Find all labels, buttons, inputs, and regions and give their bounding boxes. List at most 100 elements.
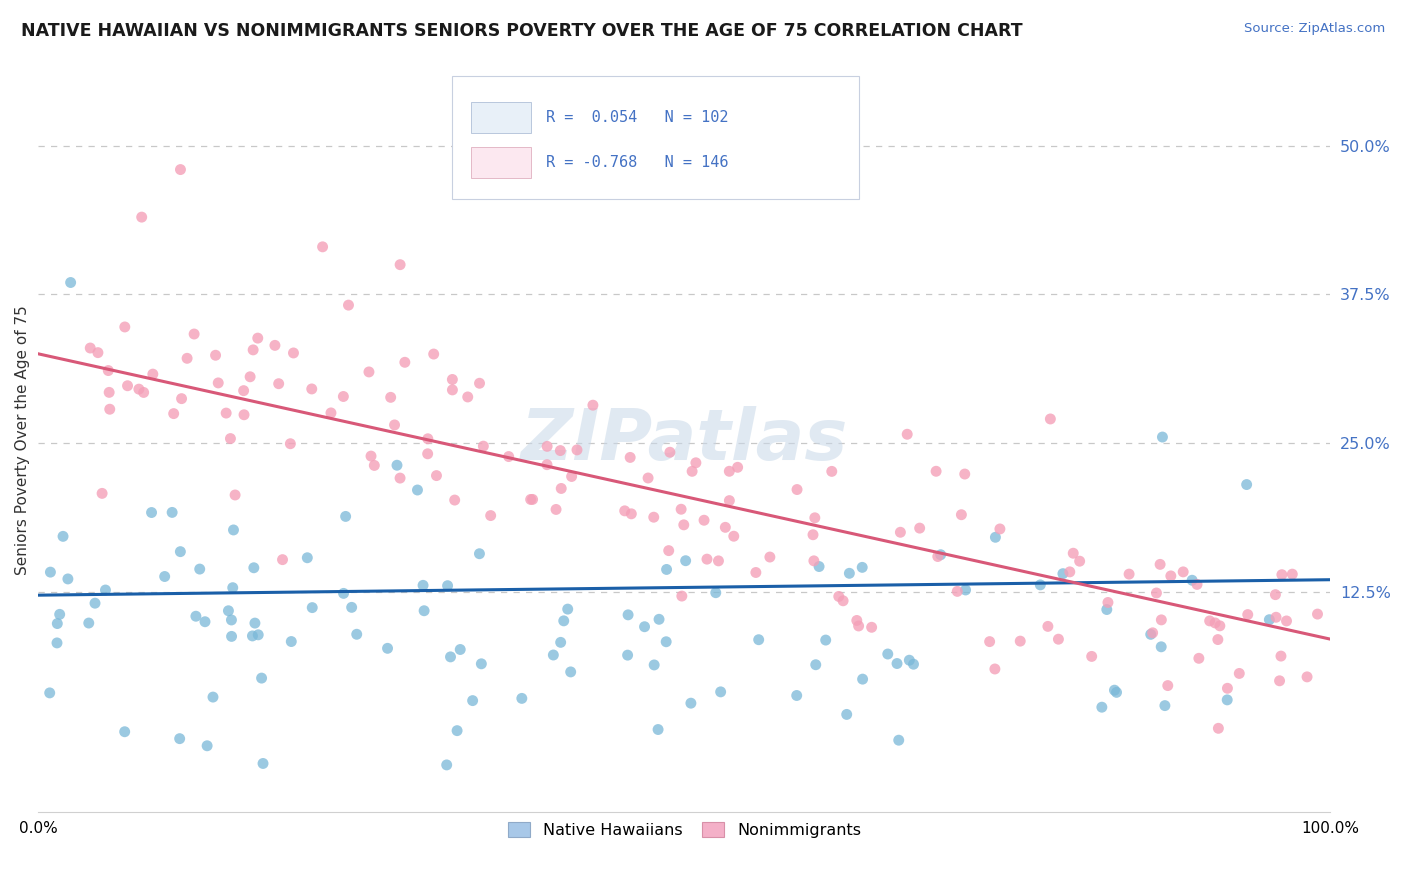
Point xyxy=(544,502,567,516)
Point xyxy=(242,343,264,357)
Point xyxy=(360,449,382,463)
Point xyxy=(633,620,655,634)
Point xyxy=(1095,602,1118,616)
Point xyxy=(46,636,69,650)
Y-axis label: Seniors Poverty Over the Age of 75: Seniors Poverty Over the Age of 75 xyxy=(15,305,30,575)
Point xyxy=(153,569,176,583)
Point xyxy=(128,382,150,396)
Point xyxy=(704,585,727,599)
Point xyxy=(250,671,273,685)
Point xyxy=(446,723,468,738)
Point xyxy=(98,385,121,400)
Point xyxy=(693,513,716,527)
Point xyxy=(707,554,730,568)
Point xyxy=(301,382,323,396)
Point xyxy=(903,657,925,672)
Point xyxy=(510,691,533,706)
Point xyxy=(169,731,191,746)
Point xyxy=(988,522,1011,536)
Point xyxy=(297,550,319,565)
Point xyxy=(1275,614,1298,628)
Point xyxy=(425,468,447,483)
Point xyxy=(406,483,429,497)
Point xyxy=(340,600,363,615)
Point xyxy=(468,547,491,561)
Point xyxy=(616,648,638,662)
Point xyxy=(131,210,153,224)
Point xyxy=(217,604,239,618)
Point xyxy=(335,509,357,524)
Point xyxy=(163,407,186,421)
Point xyxy=(1036,619,1059,633)
Point xyxy=(648,612,671,626)
Point xyxy=(832,594,855,608)
Point xyxy=(1216,693,1239,707)
Point xyxy=(696,552,718,566)
Point xyxy=(1010,634,1032,648)
Point xyxy=(439,649,461,664)
Point xyxy=(160,505,183,519)
Point xyxy=(1047,632,1070,647)
Point xyxy=(1142,625,1164,640)
Point xyxy=(114,320,136,334)
Point xyxy=(222,581,245,595)
Point xyxy=(436,758,458,772)
Point xyxy=(39,565,62,579)
Point xyxy=(1188,651,1211,665)
Point xyxy=(1160,569,1182,583)
Point xyxy=(681,464,703,478)
Point xyxy=(519,492,541,507)
Point xyxy=(1080,649,1102,664)
Point xyxy=(38,686,60,700)
Point xyxy=(1062,546,1084,560)
Point xyxy=(1306,607,1329,621)
Point xyxy=(48,607,70,622)
Point xyxy=(927,549,949,564)
Point xyxy=(280,436,302,450)
Point xyxy=(207,376,229,390)
Point xyxy=(723,529,745,543)
Point xyxy=(979,634,1001,648)
Point xyxy=(264,338,287,352)
Point xyxy=(955,582,977,597)
Point xyxy=(201,690,224,704)
Point xyxy=(1216,681,1239,696)
Point xyxy=(669,502,692,516)
Point xyxy=(786,483,808,497)
Point xyxy=(658,445,681,459)
Point xyxy=(1059,565,1081,579)
Point xyxy=(176,351,198,366)
Point xyxy=(619,450,641,465)
FancyBboxPatch shape xyxy=(451,76,859,199)
Point xyxy=(845,614,868,628)
Point xyxy=(543,648,565,662)
Point xyxy=(1264,588,1286,602)
Point xyxy=(727,460,749,475)
Point xyxy=(114,724,136,739)
Point xyxy=(1149,558,1171,572)
Point xyxy=(984,530,1007,544)
Point xyxy=(876,647,898,661)
Point xyxy=(886,657,908,671)
Point xyxy=(685,456,707,470)
Point xyxy=(748,632,770,647)
Point xyxy=(1181,574,1204,588)
Text: R =  0.054   N = 102: R = 0.054 N = 102 xyxy=(546,110,728,125)
Point xyxy=(1157,679,1180,693)
FancyBboxPatch shape xyxy=(471,102,530,133)
Point xyxy=(204,348,226,362)
Point xyxy=(247,628,270,642)
Point xyxy=(801,527,824,541)
Point xyxy=(1227,666,1250,681)
Point xyxy=(141,506,163,520)
Point xyxy=(560,665,582,679)
Point xyxy=(194,615,217,629)
Point xyxy=(479,508,502,523)
Point xyxy=(416,447,439,461)
Point xyxy=(94,582,117,597)
Point xyxy=(553,614,575,628)
Point xyxy=(413,604,436,618)
Point xyxy=(243,561,266,575)
Point xyxy=(59,276,82,290)
Point xyxy=(679,696,702,710)
